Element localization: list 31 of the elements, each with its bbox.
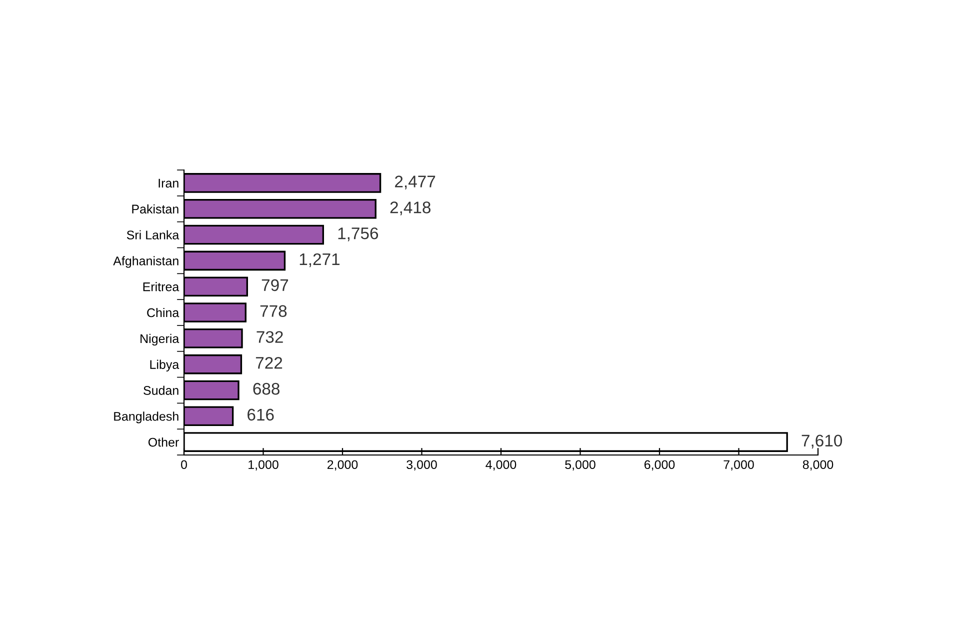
y-tick-label: Afghanistan xyxy=(113,256,178,268)
y-tick-label: Nigeria xyxy=(140,334,180,346)
x-tick-label: 0 xyxy=(181,460,187,470)
y-tick-label: Eritrea xyxy=(143,282,180,292)
y-tick-label: Pakistan xyxy=(132,204,178,214)
x-tick-label: 1,000 xyxy=(248,460,278,471)
data-label: 2,477 xyxy=(395,176,436,190)
data-label: 797 xyxy=(262,279,288,292)
x-tick-label: 6,000 xyxy=(644,460,675,471)
x-tick-label: 8,000 xyxy=(802,460,834,471)
y-tick-label: Sri Lanka xyxy=(126,230,180,240)
y-tick-label: Sudan xyxy=(144,386,178,395)
data-label: 616 xyxy=(248,408,274,421)
x-tick-label: 4,000 xyxy=(486,460,516,471)
y-tick-label: China xyxy=(147,308,180,318)
data-label: 778 xyxy=(260,305,287,317)
x-tick-label: 7,000 xyxy=(724,460,754,471)
data-label: 732 xyxy=(256,331,283,343)
x-tick-label: 5,000 xyxy=(565,460,596,471)
data-label: 2,418 xyxy=(390,202,430,216)
data-label: 1,271 xyxy=(300,253,340,268)
y-tick-label: Other xyxy=(148,438,179,447)
data-label: 1,756 xyxy=(338,227,378,242)
data-label: 722 xyxy=(256,356,282,369)
x-tick-label: 3,000 xyxy=(406,460,437,471)
y-tick-label: Libya xyxy=(150,360,180,372)
x-tick-label: 2,000 xyxy=(327,460,358,471)
data-label: 7,610 xyxy=(802,434,842,448)
y-tick-label: Bangladesh xyxy=(114,412,178,424)
data-label: 688 xyxy=(253,382,280,395)
y-tick-label: Iran xyxy=(158,178,178,188)
